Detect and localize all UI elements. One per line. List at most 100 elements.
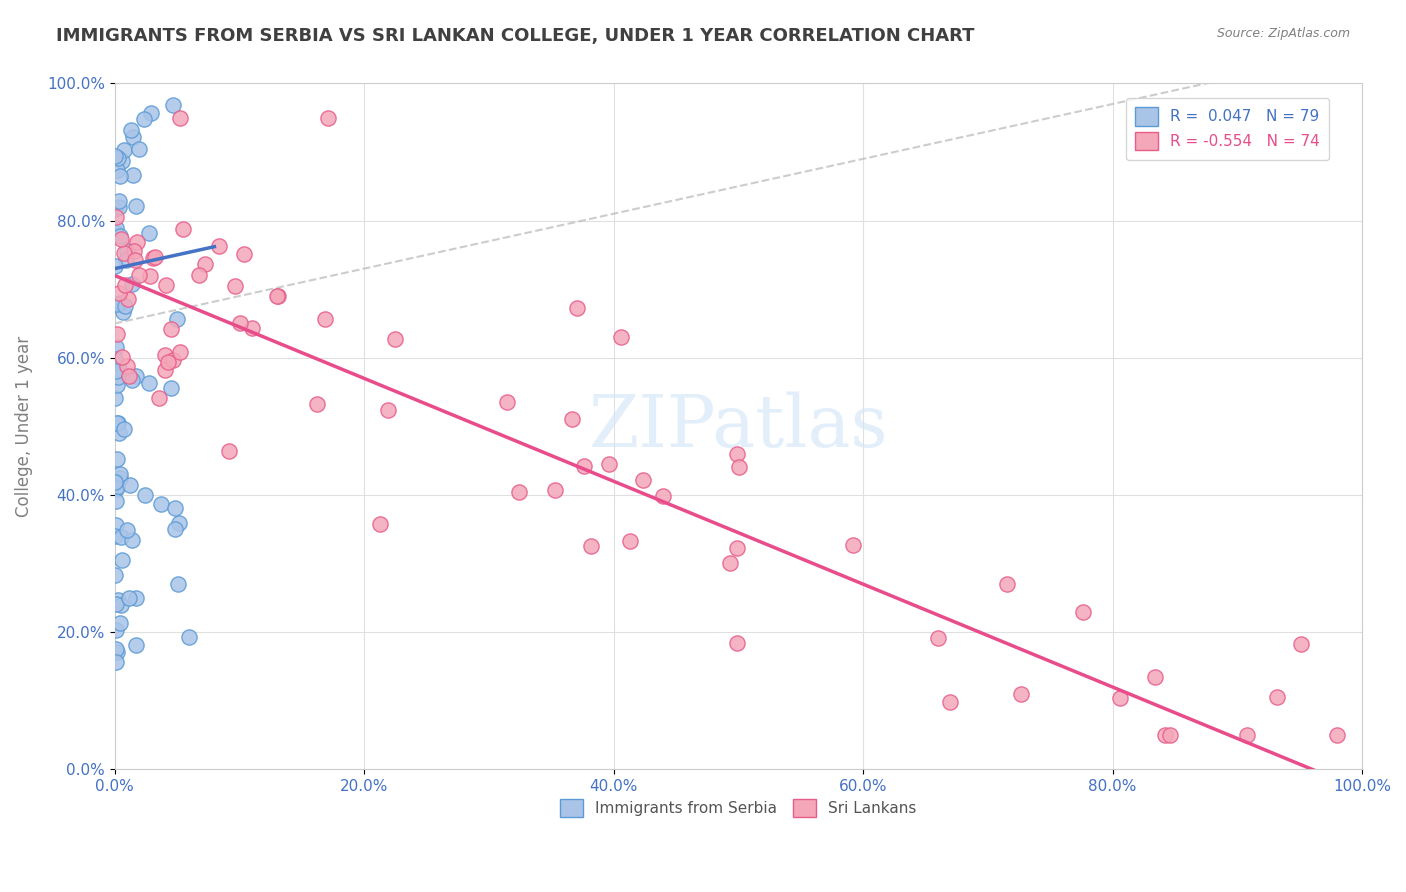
Point [1071,605,1094,619]
Point [148,391,170,405]
Point [124,199,146,213]
Point [114,299,136,313]
Point [305,396,328,410]
Point [619,533,641,548]
Point [134,488,156,502]
Point [165,500,187,515]
Point [111,304,134,318]
Point [114,253,136,268]
Point [118,591,141,606]
Point [727,460,749,475]
Point [108,200,131,214]
Text: IMMIGRANTS FROM SERBIA VS SRI LANKAN COLLEGE, UNDER 1 YEAR CORRELATION CHART: IMMIGRANTS FROM SERBIA VS SRI LANKAN COL… [56,27,974,45]
Point [143,250,166,264]
Point [117,523,139,537]
Point [224,279,246,293]
Point [718,556,741,570]
Point [105,417,128,431]
Point [165,522,187,536]
Point [122,244,145,258]
Point [1143,670,1166,684]
Point [122,168,145,182]
Point [561,412,583,426]
Point [266,289,288,303]
Point [229,316,252,330]
Point [108,362,131,376]
Point [1108,690,1130,705]
Point [104,529,127,543]
Point [115,244,138,258]
Point [110,471,132,485]
Y-axis label: College, Under 1 year: College, Under 1 year [15,335,32,517]
Point [1010,687,1032,701]
Point [1267,690,1289,704]
Point [105,597,128,611]
Point [162,98,184,112]
Point [314,311,336,326]
Point [167,577,190,591]
Text: Source: ZipAtlas.com: Source: ZipAtlas.com [1216,27,1350,40]
Point [377,403,399,417]
Point [110,530,132,544]
Point [104,641,127,656]
Point [120,122,142,136]
Point [114,277,136,292]
Point [110,296,132,310]
Point [104,149,127,163]
Point [108,285,131,300]
Point [117,359,139,374]
Point [138,226,160,240]
Point [105,297,128,311]
Point [104,259,127,273]
Point [104,352,127,367]
Point [107,151,129,165]
Point [127,235,149,249]
Point [725,541,748,556]
Point [368,516,391,531]
Point [112,143,135,157]
Point [927,631,949,645]
Point [172,222,194,236]
Point [111,553,134,567]
Point [384,332,406,346]
Point [128,142,150,156]
Point [194,257,217,271]
Point [107,480,129,494]
Point [169,344,191,359]
Point [112,246,135,260]
Point [104,391,127,405]
Point [232,247,254,261]
Point [104,483,127,497]
Point [610,330,633,344]
Point [1236,728,1258,742]
Point [166,312,188,326]
Point [121,277,143,291]
Point [652,489,675,503]
Point [125,368,148,383]
Point [111,350,134,364]
Point [208,239,231,253]
Point [108,425,131,440]
Point [111,154,134,169]
Point [104,211,127,225]
Point [1326,728,1348,742]
Point [118,369,141,384]
Point [169,111,191,125]
Point [598,458,620,472]
Point [110,467,132,482]
Point [125,591,148,606]
Point [579,539,602,553]
Point [138,376,160,391]
Point [107,416,129,430]
Point [1291,637,1313,651]
Point [110,615,132,630]
Point [141,106,163,120]
Point [153,362,176,376]
Point [104,475,127,489]
Point [104,494,127,508]
Point [108,194,131,208]
Point [240,321,263,335]
Point [104,567,127,582]
Point [105,517,128,532]
Point [105,645,128,659]
